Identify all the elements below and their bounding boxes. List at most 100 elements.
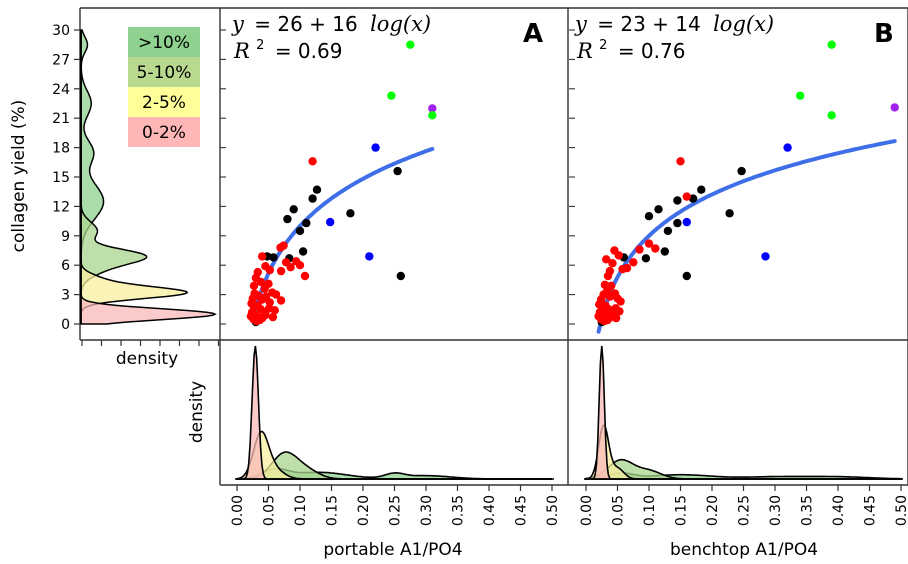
data-point xyxy=(607,281,616,290)
x-tick-label: 0.10 xyxy=(642,495,658,526)
data-point xyxy=(682,192,691,201)
x-tick-label: 0.50 xyxy=(894,495,908,526)
data-point xyxy=(603,315,612,325)
data-point xyxy=(371,143,380,152)
data-point xyxy=(654,205,663,214)
equation-a-rhs: = 26 + 16 xyxy=(254,12,358,36)
data-point xyxy=(289,205,298,214)
data-point xyxy=(682,271,691,281)
density-panel-b xyxy=(584,345,903,480)
data-point xyxy=(603,271,613,281)
x-tick-label: 0.10 xyxy=(293,495,309,526)
y-tick-label: 18 xyxy=(52,141,70,157)
data-point xyxy=(827,111,836,120)
scatter-panel-b xyxy=(569,29,899,334)
r2-a-exponent: 2 xyxy=(256,38,264,53)
data-point xyxy=(783,143,792,152)
data-point xyxy=(610,246,619,255)
data-point xyxy=(428,104,437,113)
fit-curve-a xyxy=(252,147,435,318)
data-point xyxy=(663,226,673,236)
data-point xyxy=(890,103,899,112)
marginal-x-label: density xyxy=(116,349,178,369)
y-tick-label: 15 xyxy=(52,170,70,186)
y-tick-label: 9 xyxy=(61,229,70,245)
data-point xyxy=(270,306,279,315)
legend: >10% 5-10% 2-5% 0-2% xyxy=(128,27,200,147)
x-tick-label: 0.30 xyxy=(768,495,784,526)
equation-a-y: y xyxy=(231,12,245,36)
data-point xyxy=(308,194,317,203)
data-point xyxy=(326,217,335,227)
density-y-label: density xyxy=(187,381,207,443)
panel-letter-a: A xyxy=(523,19,543,49)
data-point xyxy=(312,185,322,194)
data-point xyxy=(246,312,256,321)
data-point xyxy=(641,254,651,263)
data-point xyxy=(612,313,621,323)
equation-a: y = 26 + 16 log(x) xyxy=(231,12,431,36)
legend-swatch-2-5 xyxy=(128,87,200,117)
data-point xyxy=(300,271,310,281)
fit-curve-b xyxy=(596,139,897,334)
r2-a: R 2 = 0.69 xyxy=(233,30,342,63)
x-axis-ticks-a: 0.00 0.05 0.10 0.15 0.20 0.25 0.30 0.35 0.40 0.45… xyxy=(230,485,561,526)
marginal-yield-density xyxy=(80,29,217,325)
x-tick-label: 0.15 xyxy=(325,495,341,526)
x-tick-label: 0.00 xyxy=(579,495,595,526)
data-point xyxy=(298,247,308,256)
scatter-panel-a xyxy=(220,29,437,327)
x-tick-label: 0.20 xyxy=(705,495,721,526)
x-axis-label-b: benchtop A1/PO4 xyxy=(670,540,818,560)
data-point xyxy=(393,166,402,176)
data-point xyxy=(605,292,615,301)
data-point xyxy=(644,212,654,221)
data-point xyxy=(256,277,266,287)
panel-letter-b: B xyxy=(874,19,894,49)
data-point xyxy=(346,209,355,218)
data-point xyxy=(295,226,305,236)
data-point xyxy=(365,252,374,261)
data-point xyxy=(737,166,746,176)
x-tick-label: 0.15 xyxy=(674,495,690,526)
equation-b-rhs: = 23 + 14 xyxy=(597,12,701,36)
x-tick-label: 0.40 xyxy=(831,495,847,526)
r2-b-value: = 0.76 xyxy=(618,39,686,63)
y-tick-label: 12 xyxy=(52,199,70,215)
x-tick-label: 0.25 xyxy=(388,495,404,526)
data-point xyxy=(827,40,836,49)
x-tick-label: 0.50 xyxy=(545,495,561,526)
legend-label-gt10: >10% xyxy=(138,33,190,53)
x-tick-label: 0.25 xyxy=(737,495,753,526)
data-point xyxy=(406,40,415,49)
density-curve-b xyxy=(586,345,901,480)
y-tick-label: 30 xyxy=(52,23,70,39)
data-point xyxy=(725,209,734,218)
data-point xyxy=(261,262,270,271)
data-point xyxy=(618,264,627,274)
data-point xyxy=(264,279,273,288)
data-point xyxy=(697,185,706,194)
r2-b: R 2 = 0.76 xyxy=(576,30,685,63)
y-axis-label: collagen yield (%) xyxy=(9,100,29,253)
marginal-x-ticks xyxy=(81,340,220,346)
x-tick-label: 0.05 xyxy=(262,495,278,526)
data-point xyxy=(279,241,288,250)
y-tick-label: 24 xyxy=(52,82,70,98)
data-point xyxy=(651,244,660,253)
legend-label-0-2: 0-2% xyxy=(142,123,186,143)
data-point xyxy=(660,247,669,256)
data-point xyxy=(682,217,691,227)
data-point xyxy=(269,253,278,262)
data-point xyxy=(387,91,396,100)
x-tick-label: 0.35 xyxy=(800,495,816,526)
data-point xyxy=(673,218,682,228)
y-tick-label: 0 xyxy=(61,317,70,333)
equation-b: y = 23 + 14 log(x) xyxy=(574,12,774,36)
data-point xyxy=(796,91,805,100)
data-point xyxy=(308,157,317,166)
density-panel-a xyxy=(235,345,554,480)
legend-label-2-5: 2-5% xyxy=(142,93,186,113)
data-point xyxy=(281,258,291,267)
x-tick-label: 0.45 xyxy=(514,495,530,526)
